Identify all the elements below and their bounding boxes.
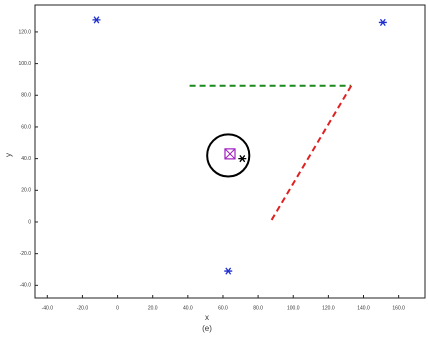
y-tick-label: 40.0	[21, 156, 31, 162]
y-tick-label: 20.0	[21, 188, 31, 194]
x-tick-label: 80.0	[253, 305, 263, 311]
x-tick-label: 140.0	[357, 305, 370, 311]
star-marker	[224, 267, 233, 275]
star-marker	[378, 18, 387, 27]
x-tick-label: -40.0	[42, 305, 54, 311]
y-tick-label: 120.0	[18, 29, 31, 35]
cross	[224, 148, 236, 160]
x-tick-label: -20.0	[77, 305, 89, 311]
y-tick-label: 100.0	[18, 61, 31, 67]
caption: (e)	[202, 324, 212, 333]
x-tick-label: 0	[116, 305, 119, 311]
y-tick-label: 60.0	[21, 124, 31, 130]
y-tick-label: -20.0	[20, 251, 32, 257]
star	[92, 16, 101, 24]
y-tick-label: 0	[28, 219, 31, 225]
x-tick-label: 20.0	[148, 305, 158, 311]
star	[224, 267, 233, 275]
plot-frame	[34, 4, 426, 299]
x-tick-label: 160.0	[392, 305, 405, 311]
square	[224, 148, 236, 160]
path-line	[269, 85, 353, 223]
x-tick-label: 40.0	[183, 305, 193, 311]
star	[378, 18, 387, 27]
obstacle	[206, 133, 251, 178]
goal-marker	[224, 148, 236, 160]
star	[238, 155, 247, 163]
star-marker	[92, 16, 101, 24]
y-tick-label: 80.0	[21, 93, 31, 99]
y-tick-label: -40.0	[20, 283, 32, 289]
y-axis-label: y	[4, 153, 13, 157]
x-tick-label: 100.0	[287, 305, 300, 311]
x-tick-label: 60.0	[218, 305, 228, 311]
star-marker	[238, 155, 247, 163]
x-tick-label: 120.0	[322, 305, 335, 311]
x-axis-label: x	[205, 313, 209, 322]
